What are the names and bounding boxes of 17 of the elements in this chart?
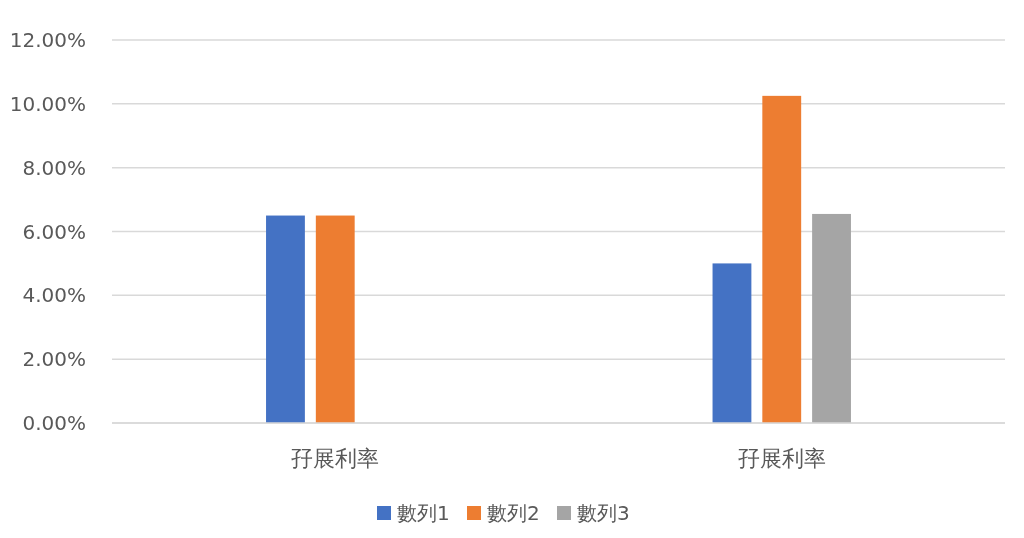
y-tick-label: 2.00% [22,347,86,372]
bar [762,95,802,423]
bar [266,215,305,423]
legend-label: 數列1 [397,501,450,525]
y-tick-label: 6.00% [22,219,86,244]
y-tick-label: 0.00% [22,411,86,435]
legend-label: 數列3 [577,501,630,525]
legend-label: 數列2 [487,501,540,525]
bar [812,213,851,423]
bar [315,215,355,423]
bar [712,263,752,423]
x-tick-label: 孖展利率 [291,446,380,471]
y-tick-label: 4.00% [22,283,86,308]
x-tick-label: 孖展利率 [737,446,826,471]
y-tick-label: 8.00% [22,155,86,180]
y-tick-label: 12.00% [9,28,86,52]
y-tick-label: 10.00% [9,91,86,116]
